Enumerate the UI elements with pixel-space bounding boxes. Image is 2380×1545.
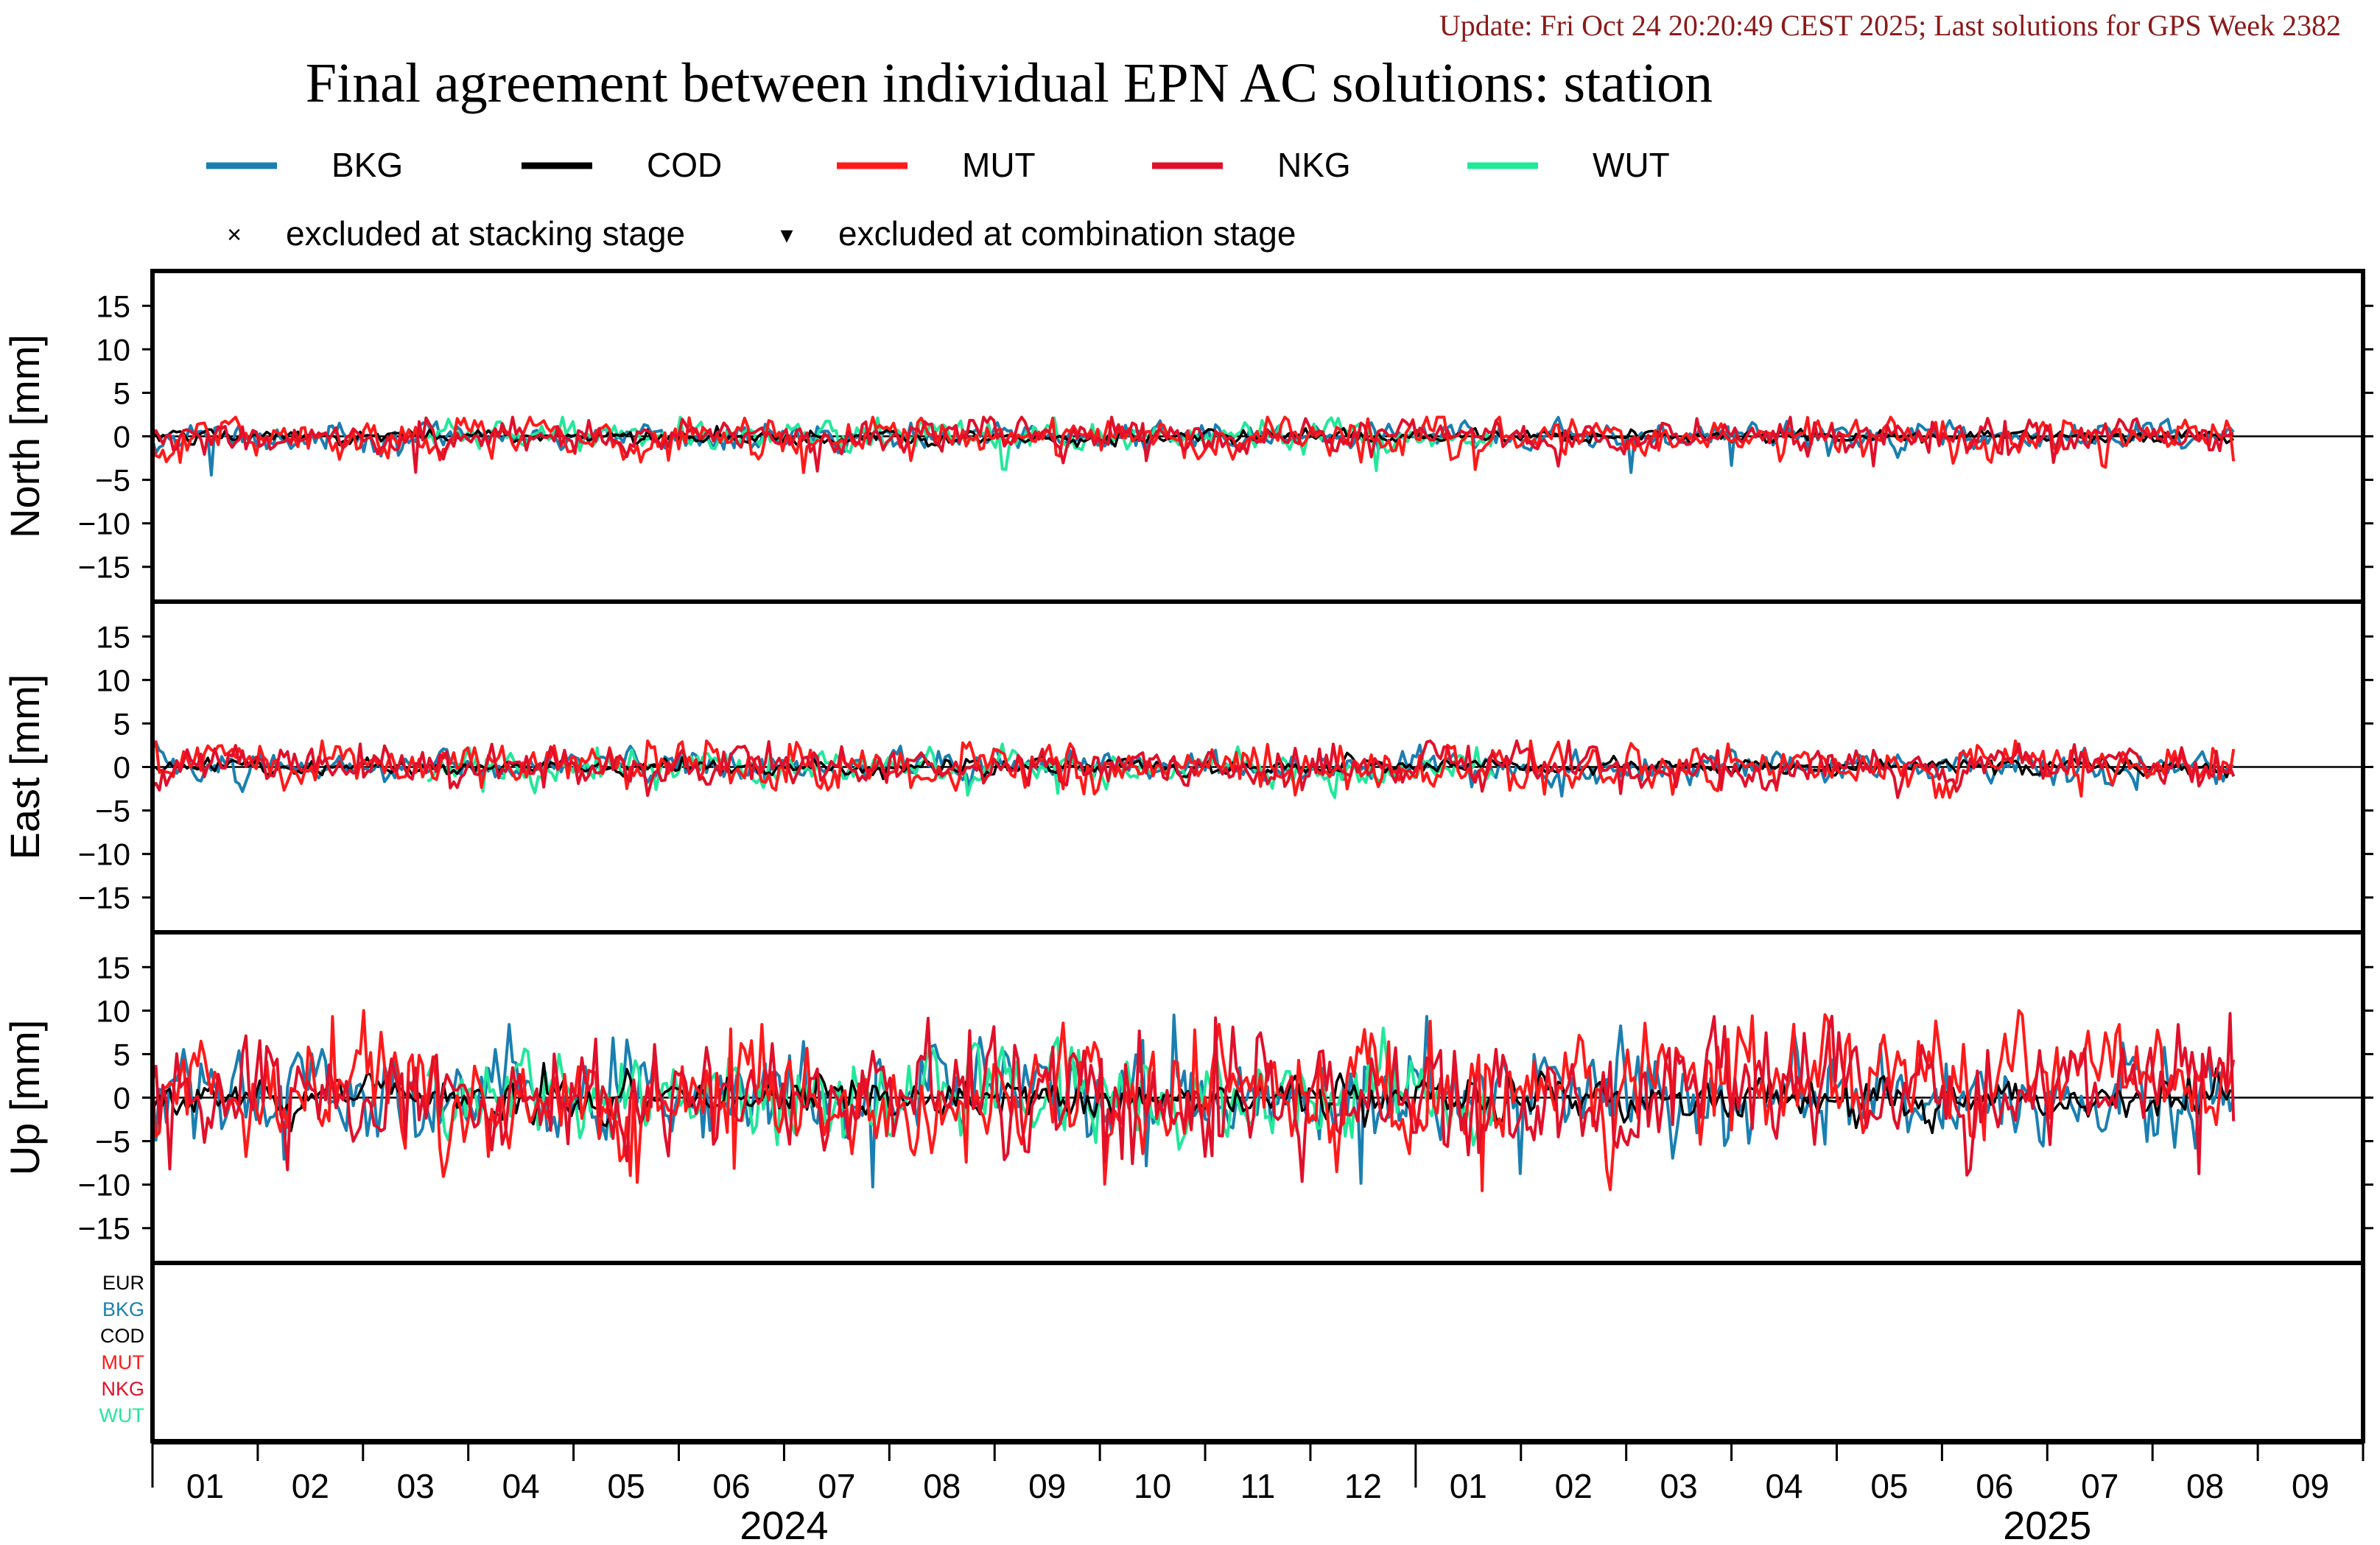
ac-list-item-cod: COD bbox=[100, 1325, 144, 1347]
x-month-label: 08 bbox=[2186, 1467, 2224, 1505]
x-month-label: 10 bbox=[1134, 1467, 1171, 1505]
ac-list-item-mut: MUT bbox=[102, 1351, 144, 1373]
x-month-label: 09 bbox=[2292, 1467, 2329, 1505]
x-month-label: 03 bbox=[1660, 1467, 1698, 1505]
y-axis-label: East [mm] bbox=[1, 674, 48, 859]
x-month-label: 06 bbox=[712, 1467, 750, 1505]
series-line-nkg bbox=[152, 415, 2234, 474]
panel-3: 15 10 5 0 −5 −10 −15 Up [mm] bbox=[1, 930, 2373, 1265]
x-month-label: 12 bbox=[1344, 1467, 1382, 1505]
plot-panels: 15 10 5 0 −5 −10 −15 North [mm] 15 10 5 0 −5 −10 −15 Ea… bbox=[1, 269, 2373, 1265]
x-month-label: 04 bbox=[502, 1467, 540, 1505]
y-tick-label: −10 bbox=[78, 507, 130, 541]
ac-list-item-nkg: NKG bbox=[101, 1378, 144, 1400]
panel-2: 15 10 5 0 −5 −10 −15 East [mm] bbox=[1, 599, 2373, 935]
legend-label-mut: MUT bbox=[962, 146, 1036, 184]
y-tick-label: −10 bbox=[78, 837, 130, 872]
legend-label-bkg: BKG bbox=[331, 146, 403, 184]
legend-label-nkg: NKG bbox=[1277, 146, 1351, 184]
y-tick-label: −5 bbox=[95, 1125, 130, 1159]
x-month-label: 08 bbox=[923, 1467, 961, 1505]
x-month-label: 02 bbox=[292, 1467, 329, 1505]
legend-marker-label-1: excluded at stacking stage bbox=[286, 214, 685, 253]
series-group bbox=[152, 739, 2236, 799]
triangle-down-icon: ▾ bbox=[780, 221, 793, 249]
y-tick-label: 10 bbox=[96, 332, 130, 367]
y-tick-label: 5 bbox=[113, 376, 130, 410]
y-tick-label: −10 bbox=[78, 1168, 130, 1203]
y-tick-label: 0 bbox=[113, 420, 130, 454]
series-line-nkg bbox=[152, 739, 2236, 799]
legend-label-cod: COD bbox=[647, 146, 722, 184]
series-group bbox=[152, 415, 2236, 477]
ac-list-panel: EUR BKG COD MUT NKG WUT bbox=[99, 1261, 2365, 1443]
y-tick-label: 5 bbox=[113, 1037, 130, 1071]
x-month-label: 04 bbox=[1765, 1467, 1802, 1505]
x-month-label: 07 bbox=[818, 1467, 855, 1505]
y-tick-label: −5 bbox=[95, 794, 130, 828]
x-month-label: 01 bbox=[186, 1467, 224, 1505]
x-month-label: 07 bbox=[2081, 1467, 2119, 1505]
x-year-label: 2024 bbox=[740, 1504, 828, 1545]
chart-title: Final agreement between individual EPN A… bbox=[306, 52, 1713, 114]
x-month-label: 09 bbox=[1028, 1467, 1066, 1505]
ac-list-frame bbox=[150, 1261, 2365, 1443]
x-month-label: 03 bbox=[397, 1467, 435, 1505]
y-tick-label: −15 bbox=[78, 881, 130, 915]
y-tick-label: 10 bbox=[96, 663, 130, 697]
y-tick-label: −15 bbox=[78, 550, 130, 585]
y-tick-label: 15 bbox=[96, 619, 130, 654]
y-tick-label: −5 bbox=[95, 463, 130, 498]
y-tick-label: 0 bbox=[113, 1081, 130, 1116]
y-tick-label: 5 bbox=[113, 706, 130, 741]
y-tick-label: −15 bbox=[78, 1211, 130, 1246]
y-tick-label: 0 bbox=[113, 750, 130, 785]
legend-marker-label-2: excluded at combination stage bbox=[838, 214, 1296, 253]
y-tick-label: 10 bbox=[96, 993, 130, 1028]
legend-label-wut: WUT bbox=[1593, 146, 1670, 184]
series-line-nkg bbox=[152, 1012, 2236, 1183]
x-month-label: 05 bbox=[607, 1467, 645, 1505]
y-tick-label: 15 bbox=[96, 950, 130, 985]
series-line-mut bbox=[152, 739, 2236, 799]
x-axis: 01 02 03 04 05 06 07 08 09 10 11 12 01 02 03 04 05 06 07 08… bbox=[151, 1442, 2365, 1545]
y-axis-label: Up [mm] bbox=[1, 1020, 48, 1176]
ac-list-item-bkg: BKG bbox=[102, 1298, 144, 1320]
panel-1: 15 10 5 0 −5 −10 −15 North [mm] bbox=[1, 269, 2373, 604]
x-month-label: 05 bbox=[1870, 1467, 1908, 1505]
ac-list-item-wut: WUT bbox=[99, 1404, 144, 1426]
x-month-label: 01 bbox=[1450, 1467, 1487, 1505]
y-axis-label: North [mm] bbox=[1, 334, 48, 538]
series-group bbox=[152, 1009, 2236, 1192]
y-tick-label: 15 bbox=[96, 289, 130, 323]
legend: BKG COD MUT NKG WUT × excluded at stacking sta… bbox=[206, 146, 1670, 253]
ac-list-item-eur: EUR bbox=[102, 1272, 144, 1294]
x-month-label: 06 bbox=[1976, 1467, 2013, 1505]
cross-icon: × bbox=[227, 221, 242, 249]
x-month-label: 11 bbox=[1240, 1467, 1276, 1505]
update-text: Update: Fri Oct 24 20:20:49 CEST 2025; L… bbox=[1439, 9, 2341, 42]
x-year-label: 2025 bbox=[2003, 1504, 2091, 1545]
x-month-label: 02 bbox=[1555, 1467, 1593, 1505]
